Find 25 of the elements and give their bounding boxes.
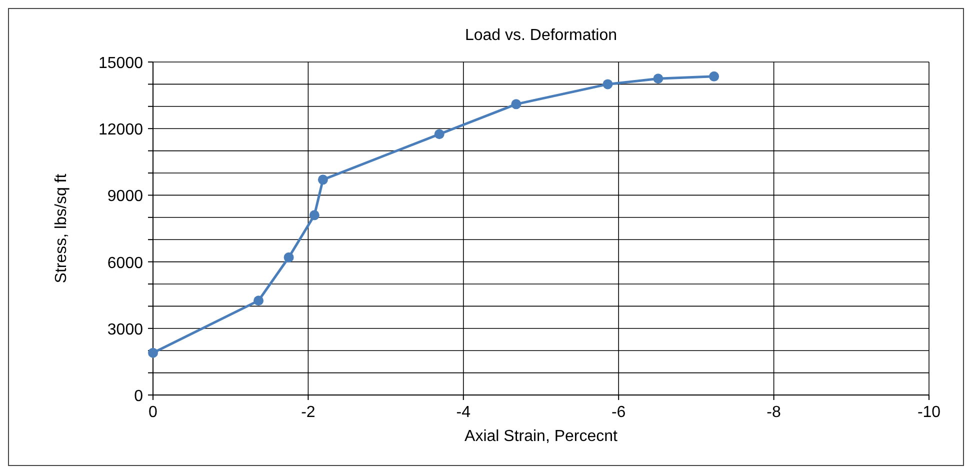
point (653, 74, 664, 84)
y-tick-label: 0 (134, 388, 144, 405)
x-tick-label: -8 (766, 404, 782, 421)
y-tick-label: 15000 (98, 55, 144, 72)
x-tick-label: -10 (917, 404, 941, 421)
x-tick-label: 0 (148, 404, 158, 421)
x-tick-label: -4 (456, 404, 471, 421)
point (709, 71, 720, 82)
x-tick-label: -6 (611, 404, 626, 421)
point (318, 174, 328, 185)
point (148, 348, 158, 358)
point (511, 99, 522, 110)
point (434, 129, 444, 140)
point (602, 79, 613, 90)
chart-title: Load vs. Deformation (464, 27, 618, 44)
point (254, 296, 264, 306)
x-tick-label: -2 (301, 404, 316, 421)
y-axis-title: Stress, lbs/sq ft (53, 173, 70, 284)
point (284, 252, 294, 262)
point (309, 210, 320, 220)
x-axis-title: Axial Strain, Percecnt (464, 428, 618, 445)
y-tick-label: 9000 (107, 188, 144, 206)
y-tick-label: 6000 (107, 254, 144, 272)
y-tick-label: 3000 (107, 321, 144, 338)
y-tick-label: 12000 (98, 122, 144, 139)
